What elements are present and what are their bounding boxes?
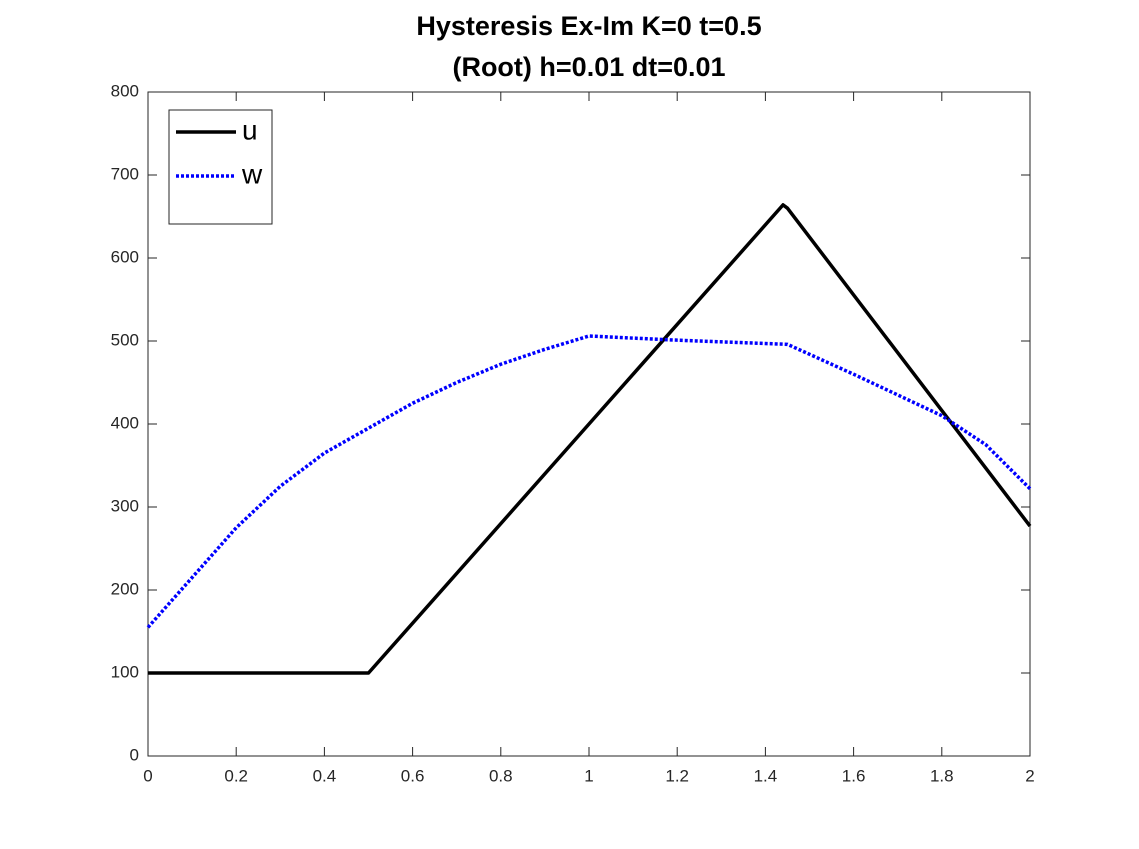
y-tick-label: 500	[111, 330, 139, 349]
x-tick-label: 1	[584, 766, 593, 785]
y-tick-label: 100	[111, 662, 139, 681]
x-tick-label: 0.4	[313, 766, 337, 785]
x-tick-label: 0.2	[224, 766, 248, 785]
x-tick-label: 1.2	[665, 766, 689, 785]
series-line	[148, 203, 1032, 675]
y-tick-label: 700	[111, 164, 139, 183]
y-tick-label: 400	[111, 413, 139, 432]
x-tick-label: 1.6	[842, 766, 866, 785]
x-tick-label: 0.6	[401, 766, 425, 785]
chart-title: Hysteresis Ex-Im K=0 t=0.5	[416, 11, 761, 41]
chart-title: (Root) h=0.01 dt=0.01	[452, 52, 725, 82]
legend-box	[168, 109, 273, 225]
y-tick-label: 0	[130, 745, 139, 764]
y-tick-label: 200	[111, 579, 139, 598]
x-tick-label: 1.4	[754, 766, 778, 785]
series-line	[146, 334, 1032, 629]
x-tick-label: 1.8	[930, 766, 954, 785]
y-tick-label: 600	[111, 247, 139, 266]
x-tick-label: 0	[143, 766, 152, 785]
x-tick-label: 0.8	[489, 766, 513, 785]
y-tick-label: 300	[111, 496, 139, 515]
x-tick-label: 2	[1025, 766, 1034, 785]
y-tick-label: 800	[111, 81, 139, 100]
legend-label: u	[242, 114, 258, 145]
legend-label: w	[241, 158, 263, 189]
